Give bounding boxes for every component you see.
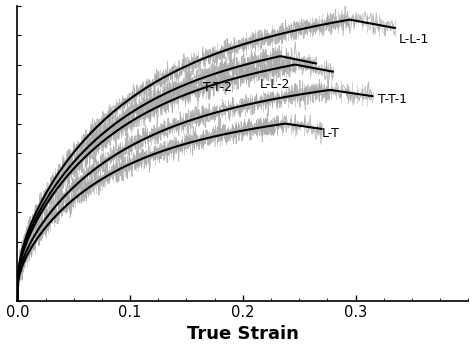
Text: T-T-2: T-T-2 xyxy=(203,81,232,94)
Text: L-L-2: L-L-2 xyxy=(260,78,290,91)
Text: T-T-1: T-T-1 xyxy=(378,93,407,106)
X-axis label: True Strain: True Strain xyxy=(187,326,299,343)
Text: L-T: L-T xyxy=(322,127,340,140)
Text: L-L-1: L-L-1 xyxy=(399,33,429,46)
